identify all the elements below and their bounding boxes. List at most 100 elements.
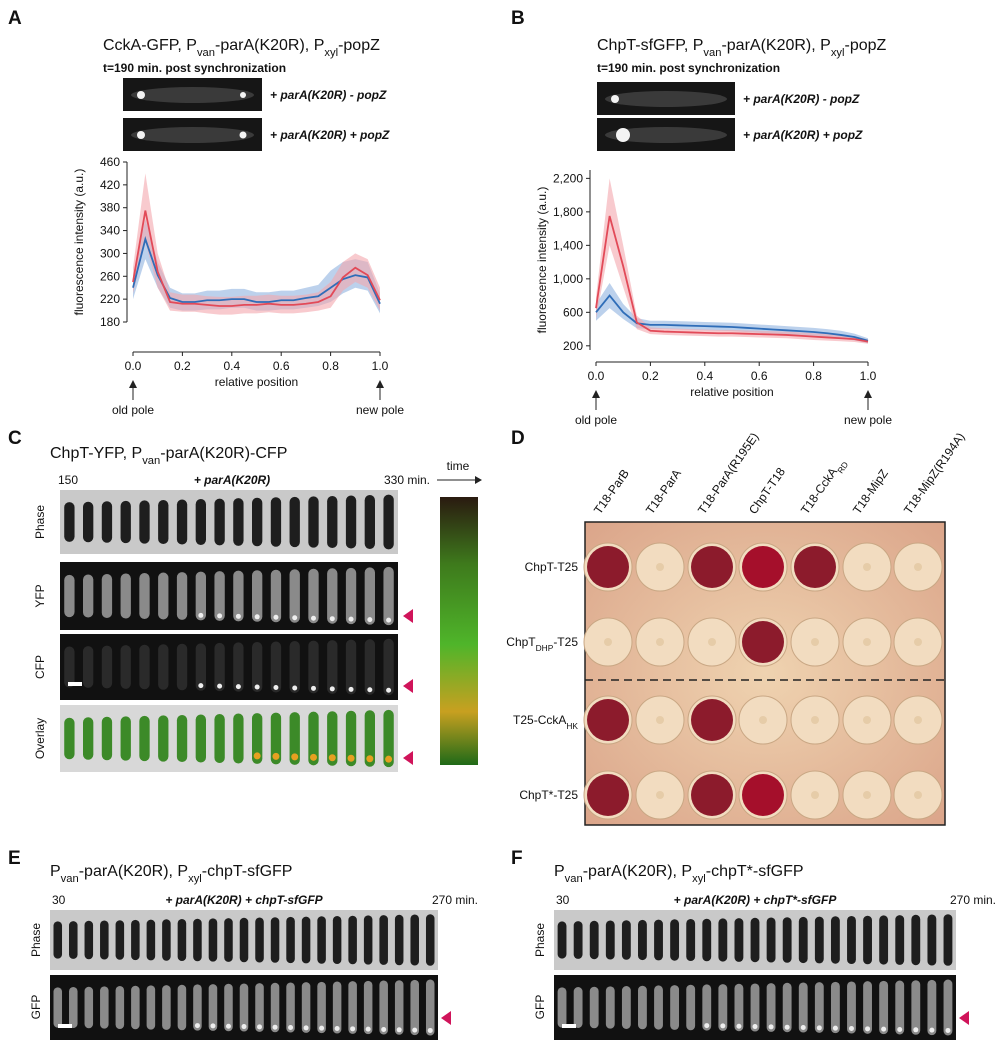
y-tick-label: 300 — [100, 246, 120, 260]
pole-label: new pole — [356, 403, 404, 417]
pole-arrowhead — [864, 390, 872, 398]
row-label-part: ChpT*-T25 — [519, 788, 578, 802]
cell — [195, 714, 206, 763]
row-label: GFP — [29, 995, 43, 1020]
colony — [587, 774, 629, 816]
cell — [798, 982, 808, 1033]
cell — [605, 920, 615, 960]
row-label-part: T25-CckA — [513, 713, 566, 727]
pole-arrowhead — [129, 380, 137, 388]
cell — [830, 916, 840, 964]
scale-bar — [58, 1024, 72, 1028]
cell — [252, 713, 263, 764]
cell — [327, 640, 338, 694]
panel-letter: B — [511, 8, 525, 29]
cell — [308, 496, 319, 548]
focus — [784, 1024, 790, 1030]
colony — [914, 638, 922, 646]
focus — [704, 1023, 710, 1029]
cell — [364, 710, 375, 767]
x-tick-label: 0.6 — [273, 359, 290, 373]
panel-title-part: -parA(K20R), P — [721, 37, 830, 54]
condition-label: + parA(K20R) + popZ — [270, 128, 390, 142]
cell — [289, 496, 300, 548]
row-label: ChpTDHP-T25 — [506, 635, 578, 653]
focus — [365, 1026, 371, 1032]
focus — [800, 1025, 806, 1031]
cell — [410, 979, 419, 1036]
cell — [64, 717, 75, 760]
column-label: T18-CckARD — [798, 455, 850, 519]
colony — [708, 638, 716, 646]
cell — [233, 570, 244, 622]
cell — [345, 567, 357, 625]
focus — [385, 755, 393, 763]
y-axis-label: fluorescence intensity (a.u.) — [535, 187, 549, 334]
cell — [146, 919, 156, 961]
cell — [345, 710, 357, 767]
focus — [137, 91, 145, 99]
cell — [195, 643, 206, 691]
panel-title: Pvan-parA(K20R), Pxyl-chpT*-sfGFP — [554, 863, 804, 885]
cell — [53, 987, 63, 1028]
y-tick-label: 1,000 — [553, 272, 583, 286]
cell — [101, 645, 113, 689]
column-label: T18-ParB — [591, 467, 632, 517]
focus — [736, 1023, 742, 1029]
panel-subtitle: t=190 min. post synchronization — [597, 61, 780, 75]
panel-title: CckA-GFP, Pvan-parA(K20R), Pxyl-popZ — [103, 37, 380, 59]
row-label: YFP — [33, 584, 47, 607]
cell — [270, 712, 282, 765]
cell — [120, 573, 131, 619]
cell — [270, 982, 280, 1033]
focus — [412, 1027, 418, 1033]
cell — [101, 716, 113, 761]
cell — [301, 916, 311, 964]
cell — [830, 981, 840, 1034]
row-label: T25-CckAHK — [513, 713, 578, 731]
focus — [254, 614, 260, 620]
row-label-part: ChpT-T25 — [525, 560, 579, 574]
focus — [381, 1026, 387, 1032]
colony — [794, 546, 836, 588]
micrograph-strip — [60, 705, 398, 772]
cell — [638, 985, 647, 1030]
panel-title-part: van — [197, 47, 215, 59]
panel-subtitle: t=190 min. post synchronization — [103, 61, 286, 75]
cell — [158, 644, 169, 690]
colony — [656, 638, 664, 646]
cell — [638, 919, 647, 961]
column-label-part: T18-MipZ(R194A) — [901, 430, 968, 517]
focus — [348, 616, 354, 622]
cell — [84, 986, 94, 1029]
cell — [115, 986, 125, 1029]
cell — [308, 568, 319, 624]
x-tick-label: 0.6 — [751, 369, 768, 383]
column-label-part: ChpT-T18 — [746, 465, 788, 517]
y-tick-label: 1,800 — [553, 205, 583, 219]
y-tick-label: 2,200 — [553, 171, 583, 185]
cell — [193, 984, 202, 1031]
focus — [235, 684, 241, 690]
cell — [252, 641, 263, 693]
x-tick-label: 0.4 — [223, 359, 240, 373]
cell — [766, 917, 776, 963]
y-tick-label: 200 — [563, 339, 583, 353]
cell — [943, 914, 953, 966]
cell — [557, 987, 567, 1028]
cell — [308, 711, 319, 766]
scale-bar — [68, 682, 82, 686]
cell — [176, 714, 188, 763]
cell — [911, 980, 921, 1035]
cell — [270, 569, 282, 623]
focus — [241, 1024, 247, 1030]
panel-title-part: -parA(K20R), P — [215, 37, 324, 54]
cell — [289, 641, 300, 693]
time-end: 330 min. — [384, 473, 430, 487]
cell — [214, 498, 225, 546]
focus — [386, 617, 392, 623]
cell — [101, 573, 113, 619]
cell — [345, 495, 357, 549]
focus — [848, 1026, 854, 1031]
